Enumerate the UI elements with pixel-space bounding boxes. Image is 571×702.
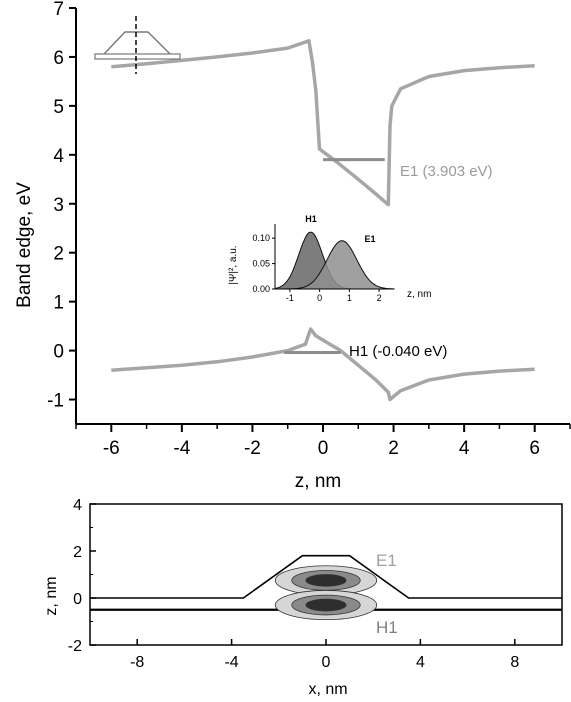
bottom-y-tick-label: 4 bbox=[73, 497, 82, 514]
inset-y-axis-label: |Ψ|², a.u. bbox=[228, 245, 239, 284]
state-label-e1: E1 bbox=[376, 551, 397, 570]
y-tick-label: 4 bbox=[53, 146, 64, 167]
wavefunction-inset: 0.00 0.05 0.10 -1 0 1 2 H1 E1 z, nm |Ψ|², a.u. bbox=[228, 214, 431, 303]
inset-x-axis-label: z, nm bbox=[407, 289, 431, 300]
inset-y-tick-label: 0.00 bbox=[252, 284, 270, 294]
inset-x-tick-label: 0 bbox=[317, 293, 322, 303]
level-label-h1: H1 (-0.040 eV) bbox=[349, 343, 447, 360]
inset-y-tick-label: 0.10 bbox=[252, 233, 270, 243]
bottom-y-axis-label-group: z, nm bbox=[43, 576, 60, 615]
bottom-y-axis-label: z, nm bbox=[43, 576, 60, 615]
inset-series-label-e1: E1 bbox=[364, 234, 375, 244]
state-label-h1: H1 bbox=[376, 618, 398, 637]
x-tick-label: 2 bbox=[388, 438, 399, 459]
x-tick-label: 4 bbox=[459, 438, 470, 459]
dot-profile-line bbox=[90, 554, 562, 599]
inset-x-tick-label: 1 bbox=[347, 293, 352, 303]
bottom-y-tick-label: -2 bbox=[68, 638, 82, 655]
y-axis-label: Band edge, eV bbox=[14, 182, 35, 308]
y-tick-label: 1 bbox=[53, 293, 64, 314]
x-tick-label: -6 bbox=[103, 438, 120, 459]
x-tick-label: 0 bbox=[318, 438, 329, 459]
inset-x-tick-label: -1 bbox=[286, 293, 294, 303]
y-tick-label: 5 bbox=[53, 97, 64, 118]
quantum-dot-sketch-icon bbox=[94, 16, 181, 74]
inset-y-tick-label: 0.05 bbox=[252, 259, 270, 269]
bottom-x-tick-label: 8 bbox=[510, 654, 519, 671]
y-tick-label: 6 bbox=[53, 48, 64, 69]
cross-section-panel: z, nm x, nm -2 0 2 4 -8 -4 0 4 8 E1 H1 bbox=[43, 497, 563, 698]
inset-y-axis-label-group: |Ψ|², a.u. bbox=[228, 245, 239, 284]
bottom-y-tick-label: 0 bbox=[73, 591, 82, 608]
bottom-x-axis-label: x, nm bbox=[308, 681, 347, 698]
level-label-e1: E1 (3.903 eV) bbox=[400, 163, 493, 180]
x-tick-label: -2 bbox=[244, 438, 261, 459]
bottom-x-tick-label: 0 bbox=[322, 654, 331, 671]
bottom-x-tick-label: -4 bbox=[224, 654, 238, 671]
inset-x-tick-label: 2 bbox=[377, 293, 382, 303]
band-edge-y-axis-label: Band edge, eV bbox=[14, 182, 35, 308]
conduction-band-line bbox=[111, 39, 535, 207]
x-axis-label: z, nm bbox=[295, 471, 341, 492]
band-edge-plot: -1 0 1 2 3 4 5 6 7 -6 -4 -2 0 2 4 6 bbox=[47, 0, 571, 459]
valence-band-line bbox=[111, 327, 535, 402]
x-tick-label: 6 bbox=[529, 438, 540, 459]
y-tick-label: 0 bbox=[53, 342, 64, 363]
y-tick-label: 7 bbox=[53, 0, 64, 20]
bottom-y-tick-label: 2 bbox=[73, 544, 82, 561]
inset-series-label-h1: H1 bbox=[305, 214, 317, 224]
y-tick-label: 2 bbox=[53, 244, 64, 265]
cross-section-plot: -2 0 2 4 -8 -4 0 4 8 bbox=[68, 497, 563, 671]
wavefunction-plot: 0.00 0.05 0.10 -1 0 1 2 bbox=[252, 224, 395, 303]
contour-e1-2 bbox=[305, 574, 347, 587]
y-tick-label: 3 bbox=[53, 195, 64, 216]
y-tick-label: -1 bbox=[47, 391, 64, 412]
band-edge-panel: Band edge, eV z, nm E1 (3.903 eV) H1 (-0… bbox=[14, 0, 571, 492]
bottom-x-tick-label: 4 bbox=[416, 654, 425, 671]
bottom-x-tick-label: -8 bbox=[130, 654, 144, 671]
x-tick-label: -4 bbox=[173, 438, 190, 459]
contour-h1-2 bbox=[305, 598, 347, 612]
